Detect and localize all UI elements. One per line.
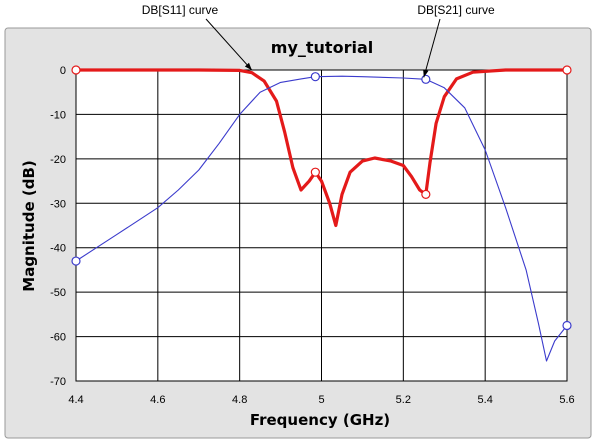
x-tick-label: 5.6 [559, 394, 574, 406]
chart-title: my_tutorial [271, 38, 373, 57]
x-tick-label: 5.4 [478, 394, 493, 406]
series-marker [421, 74, 431, 84]
y-tick-label: -10 [50, 109, 66, 121]
y-tick-label: -60 [50, 332, 66, 344]
annotation-layer: DB[S11] curve DB[S21] curve [142, 3, 495, 78]
x-tick-label: 4.8 [232, 394, 247, 406]
series-marker [310, 167, 320, 177]
y-axis-title: Magnitude (dB) [20, 160, 38, 291]
series-marker [310, 72, 320, 82]
y-tick-label: -20 [50, 154, 66, 166]
series-marker [562, 320, 572, 331]
annotation-leader [423, 18, 441, 78]
y-tick-label: -30 [50, 198, 66, 210]
y-tick-label: -70 [50, 376, 66, 388]
y-tick-label: 0 [60, 65, 66, 77]
x-tick-label: 5 [318, 394, 324, 406]
y-tick-labels: 0 -10 -20 -30 -40 -50 -60 -70 [50, 65, 66, 388]
series-marker [421, 189, 431, 199]
x-axis-title: Frequency (GHz) [250, 411, 390, 429]
series-line-0 [74, 68, 569, 228]
y-tick-label: -50 [50, 287, 66, 299]
series-marker [71, 65, 81, 75]
y-tick-label: -40 [50, 243, 66, 255]
plot-frame [75, 69, 568, 382]
x-tick-label: 4.6 [150, 394, 165, 406]
annotation-leader [205, 18, 253, 71]
annotation-label: DB[S21] curve [417, 3, 495, 17]
annotation-label: DB[S11] curve [142, 3, 219, 17]
series-line-1 [75, 75, 568, 362]
grid [76, 70, 567, 381]
x-tick-label: 4.4 [68, 394, 83, 406]
series-marker [71, 256, 81, 266]
annotation-arrowhead [423, 69, 429, 78]
series-marker [562, 65, 572, 75]
series-layer [74, 68, 569, 362]
x-tick-labels: 4.4 4.6 4.8 5 5.2 5.4 5.6 [68, 394, 574, 406]
annotation-arrowhead [244, 62, 252, 71]
x-tick-label: 5.2 [396, 394, 411, 406]
